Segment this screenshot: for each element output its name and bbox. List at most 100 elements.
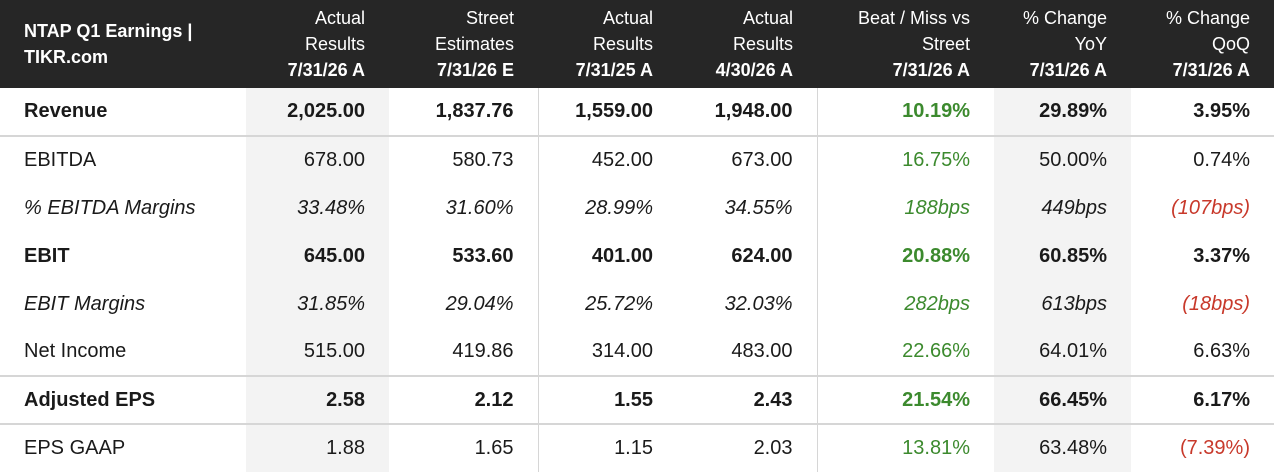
col-header-line: Actual xyxy=(742,8,793,28)
cell-actual-prior-year: 28.99% xyxy=(537,184,677,232)
row-label: EBITDA xyxy=(0,135,246,184)
row-label: Revenue xyxy=(24,100,108,122)
cell-actual-prior-year: 1,559.00 xyxy=(537,88,677,136)
cell-change-yoy: 63.48% xyxy=(994,423,1131,472)
cell-beat-miss: 10.19% xyxy=(816,88,994,136)
cell-change-qoq: (107bps) xyxy=(1171,196,1250,219)
table-title: NTAP Q1 Earnings | TIKR.com xyxy=(0,0,246,88)
cell-actual-current: 33.48% xyxy=(246,184,389,232)
title-line-1: NTAP Q1 Earnings | xyxy=(24,21,193,41)
table-row-ebit-margins: EBIT Margins 31.85% 29.04% 25.72% 32.03%… xyxy=(0,280,1274,328)
row-label: Adjusted EPS xyxy=(0,375,246,424)
col-header-line: Actual xyxy=(314,8,365,28)
cell-actual-current: 515.00 xyxy=(246,328,389,376)
cell-actual-current: 678.00 xyxy=(246,135,389,184)
cell-beat-miss: 282bps xyxy=(816,280,994,328)
cell-actual-current: 31.85% xyxy=(246,280,389,328)
row-label: % EBITDA Margins xyxy=(24,196,196,219)
col-header-change-qoq: % Change QoQ 7/31/26 A xyxy=(1131,0,1274,88)
cell-change-yoy: 60.85% xyxy=(994,232,1131,280)
col-header-line: Street xyxy=(465,8,514,28)
cell-actual-current: 1.88 xyxy=(246,423,389,472)
cell-street-estimate: 29.04% xyxy=(445,292,514,315)
table-row-adjusted-eps: Adjusted EPS 2.58 2.12 1.55 2.43 21.54% … xyxy=(0,375,1274,424)
cell-beat-miss: 22.66% xyxy=(816,328,994,376)
cell-change-yoy: 613bps xyxy=(994,280,1131,328)
cell-beat-miss: 21.54% xyxy=(816,375,994,424)
col-header-line: YoY xyxy=(1074,34,1107,54)
cell-actual-current: 645.00 xyxy=(246,232,389,280)
col-header-line: Street xyxy=(921,34,970,54)
col-header-line: % Change xyxy=(1165,8,1250,28)
cell-actual-prior-year: 25.72% xyxy=(537,280,677,328)
cell-actual-prior-quarter: 673.00 xyxy=(677,135,817,184)
col-header-actual-current: Actual Results 7/31/26 A xyxy=(246,0,389,88)
row-label: Net Income xyxy=(24,340,127,362)
cell-change-yoy: 66.45% xyxy=(994,375,1131,424)
col-header-line: Results xyxy=(304,34,365,54)
cell-actual-current: 2,025.00 xyxy=(246,88,389,136)
col-header-date: 7/31/25 A xyxy=(575,60,653,80)
cell-beat-miss: 13.81% xyxy=(816,423,994,472)
cell-actual-prior-year: 401.00 xyxy=(537,232,677,280)
header-row: NTAP Q1 Earnings | TIKR.com Actual Resul… xyxy=(0,0,1274,88)
cell-street-estimate: 31.60% xyxy=(445,196,514,219)
cell-actual-prior-quarter: 1,948.00 xyxy=(714,100,793,122)
cell-street-estimate: 2.12 xyxy=(389,375,538,424)
cell-change-qoq: 6.17% xyxy=(1131,375,1274,424)
cell-change-qoq: (7.39%) xyxy=(1131,423,1274,472)
col-header-date: 7/31/26 A xyxy=(1029,60,1107,80)
cell-actual-prior-quarter: 2.43 xyxy=(677,375,817,424)
col-header-date: 7/31/26 A xyxy=(1172,60,1250,80)
col-header-line: Beat / Miss vs xyxy=(857,8,970,28)
cell-actual-current: 2.58 xyxy=(246,375,389,424)
col-header-actual-prior-year: Actual Results 7/31/25 A xyxy=(538,0,677,88)
cell-street-estimate: 580.73 xyxy=(389,135,538,184)
col-header-line: Results xyxy=(732,34,793,54)
cell-actual-prior-year: 452.00 xyxy=(537,135,677,184)
cell-change-qoq: 3.95% xyxy=(1193,100,1250,122)
cell-actual-prior-quarter: 624.00 xyxy=(731,244,793,267)
col-header-date: 7/31/26 A xyxy=(892,60,970,80)
cell-street-estimate: 419.86 xyxy=(452,340,514,362)
cell-change-yoy: 64.01% xyxy=(994,328,1131,376)
cell-actual-prior-quarter: 2.03 xyxy=(677,423,817,472)
cell-change-qoq: 6.63% xyxy=(1193,340,1250,362)
col-header-date: 4/30/26 A xyxy=(715,60,793,80)
col-header-line: Actual xyxy=(602,8,653,28)
col-header-date: 7/31/26 A xyxy=(287,60,365,80)
col-header-actual-prior-quarter: Actual Results 4/30/26 A xyxy=(677,0,817,88)
cell-actual-prior-quarter: 483.00 xyxy=(731,340,793,362)
table-row-eps-gaap: EPS GAAP 1.88 1.65 1.15 2.03 13.81% 63.4… xyxy=(0,423,1274,472)
col-header-line: % Change xyxy=(1022,8,1107,28)
table-row-ebitda: EBITDA 678.00 580.73 452.00 673.00 16.75… xyxy=(0,135,1274,184)
title-line-2: TIKR.com xyxy=(24,47,109,67)
cell-street-estimate: 1,837.76 xyxy=(435,100,514,122)
cell-actual-prior-quarter: 34.55% xyxy=(724,196,793,219)
cell-actual-prior-year: 314.00 xyxy=(537,328,677,376)
cell-actual-prior-year: 1.15 xyxy=(537,423,677,472)
col-header-line: QoQ xyxy=(1211,34,1250,54)
table-row-revenue: Revenue 2,025.00 1,837.76 1,559.00 1,948… xyxy=(0,88,1274,136)
cell-beat-miss: 16.75% xyxy=(816,135,994,184)
cell-actual-prior-year: 1.55 xyxy=(537,375,677,424)
col-header-line: Estimates xyxy=(434,34,514,54)
cell-actual-prior-quarter: 32.03% xyxy=(724,292,793,315)
cell-beat-miss: 188bps xyxy=(816,184,994,232)
cell-change-yoy: 29.89% xyxy=(994,88,1131,136)
cell-change-yoy: 449bps xyxy=(994,184,1131,232)
row-label: EBIT Margins xyxy=(24,292,146,315)
row-label: EPS GAAP xyxy=(0,423,246,472)
cell-change-qoq: (18bps) xyxy=(1182,292,1250,315)
cell-street-estimate: 533.60 xyxy=(452,244,514,267)
col-header-change-yoy: % Change YoY 7/31/26 A xyxy=(994,0,1131,88)
cell-street-estimate: 1.65 xyxy=(389,423,538,472)
table-row-ebitda-margins: % EBITDA Margins 33.48% 31.60% 28.99% 34… xyxy=(0,184,1274,232)
cell-beat-miss: 20.88% xyxy=(816,232,994,280)
table-row-net-income: Net Income 515.00 419.86 314.00 483.00 2… xyxy=(0,328,1274,376)
cell-change-yoy: 50.00% xyxy=(994,135,1131,184)
table-row-ebit: EBIT 645.00 533.60 401.00 624.00 20.88% … xyxy=(0,232,1274,280)
col-header-street-estimates: Street Estimates 7/31/26 E xyxy=(389,0,538,88)
col-header-beat-miss: Beat / Miss vs Street 7/31/26 A xyxy=(817,0,994,88)
